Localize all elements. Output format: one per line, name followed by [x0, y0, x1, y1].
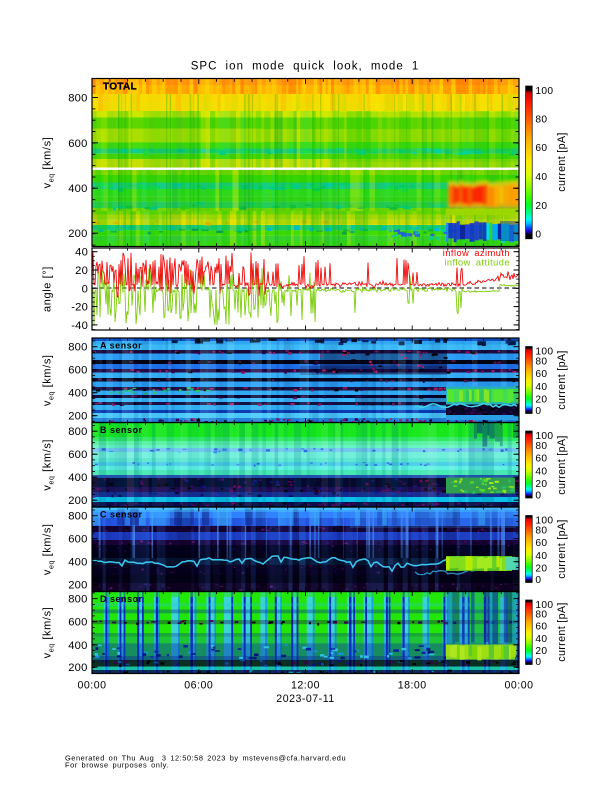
- svg-text:0: 0: [535, 575, 541, 586]
- svg-text:80: 80: [535, 114, 547, 125]
- svg-text:For browse purposes only.: For browse purposes only.: [65, 761, 169, 770]
- svg-text:600: 600: [68, 617, 87, 629]
- svg-text:current [pA]: current [pA]: [556, 350, 568, 409]
- svg-text:40: 40: [535, 172, 547, 183]
- svg-text:200: 200: [68, 662, 87, 674]
- svg-text:-40: -40: [71, 320, 88, 332]
- svg-text:800: 800: [68, 511, 87, 523]
- svg-text:12:00: 12:00: [291, 680, 320, 692]
- svg-text:80: 80: [535, 441, 547, 452]
- svg-text:06:00: 06:00: [184, 680, 213, 692]
- svg-text:0: 0: [82, 283, 88, 295]
- svg-text:200: 200: [68, 411, 87, 423]
- svg-text:-20: -20: [71, 302, 88, 314]
- svg-text:40: 40: [535, 551, 547, 562]
- svg-text:400: 400: [68, 640, 87, 652]
- svg-text:20: 20: [535, 394, 547, 405]
- svg-text:60: 60: [535, 369, 547, 380]
- svg-text:20: 20: [535, 201, 547, 212]
- svg-text:80: 80: [535, 609, 547, 620]
- svg-text:200: 200: [68, 228, 87, 240]
- svg-text:C sensor: C sensor: [100, 510, 143, 520]
- svg-text:100: 100: [535, 347, 553, 358]
- svg-text:20: 20: [75, 265, 88, 277]
- svg-text:40: 40: [535, 634, 547, 645]
- svg-text:40: 40: [535, 466, 547, 477]
- svg-text:00:00: 00:00: [77, 680, 106, 692]
- svg-text:D sensor: D sensor: [100, 594, 143, 604]
- svg-text:400: 400: [68, 388, 87, 400]
- svg-text:20: 20: [535, 646, 547, 657]
- svg-text:20: 20: [535, 479, 547, 490]
- svg-text:100: 100: [535, 431, 553, 442]
- svg-text:600: 600: [68, 138, 87, 150]
- svg-text:2023-07-11: 2023-07-11: [276, 693, 334, 705]
- svg-text:80: 80: [535, 357, 547, 368]
- svg-text:current [pA]: current [pA]: [556, 602, 568, 661]
- svg-text:TOTAL: TOTAL: [103, 82, 137, 93]
- svg-text:100: 100: [535, 86, 553, 97]
- svg-text:200: 200: [68, 580, 87, 592]
- svg-text:18:00: 18:00: [398, 680, 427, 692]
- svg-text:angle [°]: angle [°]: [42, 266, 54, 312]
- svg-text:800: 800: [68, 426, 87, 438]
- svg-text:400: 400: [68, 183, 87, 195]
- svg-text:600: 600: [68, 449, 87, 461]
- svg-text:0: 0: [535, 657, 541, 668]
- svg-text:0: 0: [535, 406, 541, 417]
- svg-text:current [pA]: current [pA]: [556, 435, 568, 494]
- svg-text:40: 40: [535, 382, 547, 393]
- svg-text:SPC ion mode quick look, mode: SPC ion mode quick look, mode 1: [191, 61, 420, 73]
- svg-text:inflow attitude: inflow attitude: [444, 258, 510, 268]
- svg-text:400: 400: [68, 472, 87, 484]
- svg-text:800: 800: [68, 342, 87, 354]
- svg-text:inflow azimuth: inflow azimuth: [443, 248, 510, 258]
- svg-text:100: 100: [535, 600, 553, 611]
- svg-text:800: 800: [68, 594, 87, 606]
- svg-text:A sensor: A sensor: [100, 341, 142, 351]
- svg-text:60: 60: [535, 538, 547, 549]
- svg-text:100: 100: [535, 516, 553, 527]
- svg-text:00:00: 00:00: [504, 680, 533, 692]
- svg-text:80: 80: [535, 526, 547, 537]
- svg-text:600: 600: [68, 534, 87, 546]
- svg-text:40: 40: [75, 247, 88, 259]
- svg-text:Generated on Thu Aug 3 12:50:: Generated on Thu Aug 3 12:50:58 2023 by …: [65, 753, 346, 762]
- svg-text:60: 60: [535, 454, 547, 465]
- svg-text:20: 20: [535, 563, 547, 574]
- svg-text:0: 0: [535, 230, 541, 241]
- svg-text:60: 60: [535, 622, 547, 633]
- svg-text:600: 600: [68, 365, 87, 377]
- svg-text:B sensor: B sensor: [100, 425, 143, 435]
- svg-text:0: 0: [535, 490, 541, 501]
- svg-text:current [pA]: current [pA]: [556, 519, 568, 578]
- svg-text:400: 400: [68, 557, 87, 569]
- svg-text:200: 200: [68, 495, 87, 507]
- svg-text:60: 60: [535, 143, 547, 154]
- svg-text:800: 800: [68, 93, 87, 105]
- svg-text:current [pA]: current [pA]: [556, 132, 568, 191]
